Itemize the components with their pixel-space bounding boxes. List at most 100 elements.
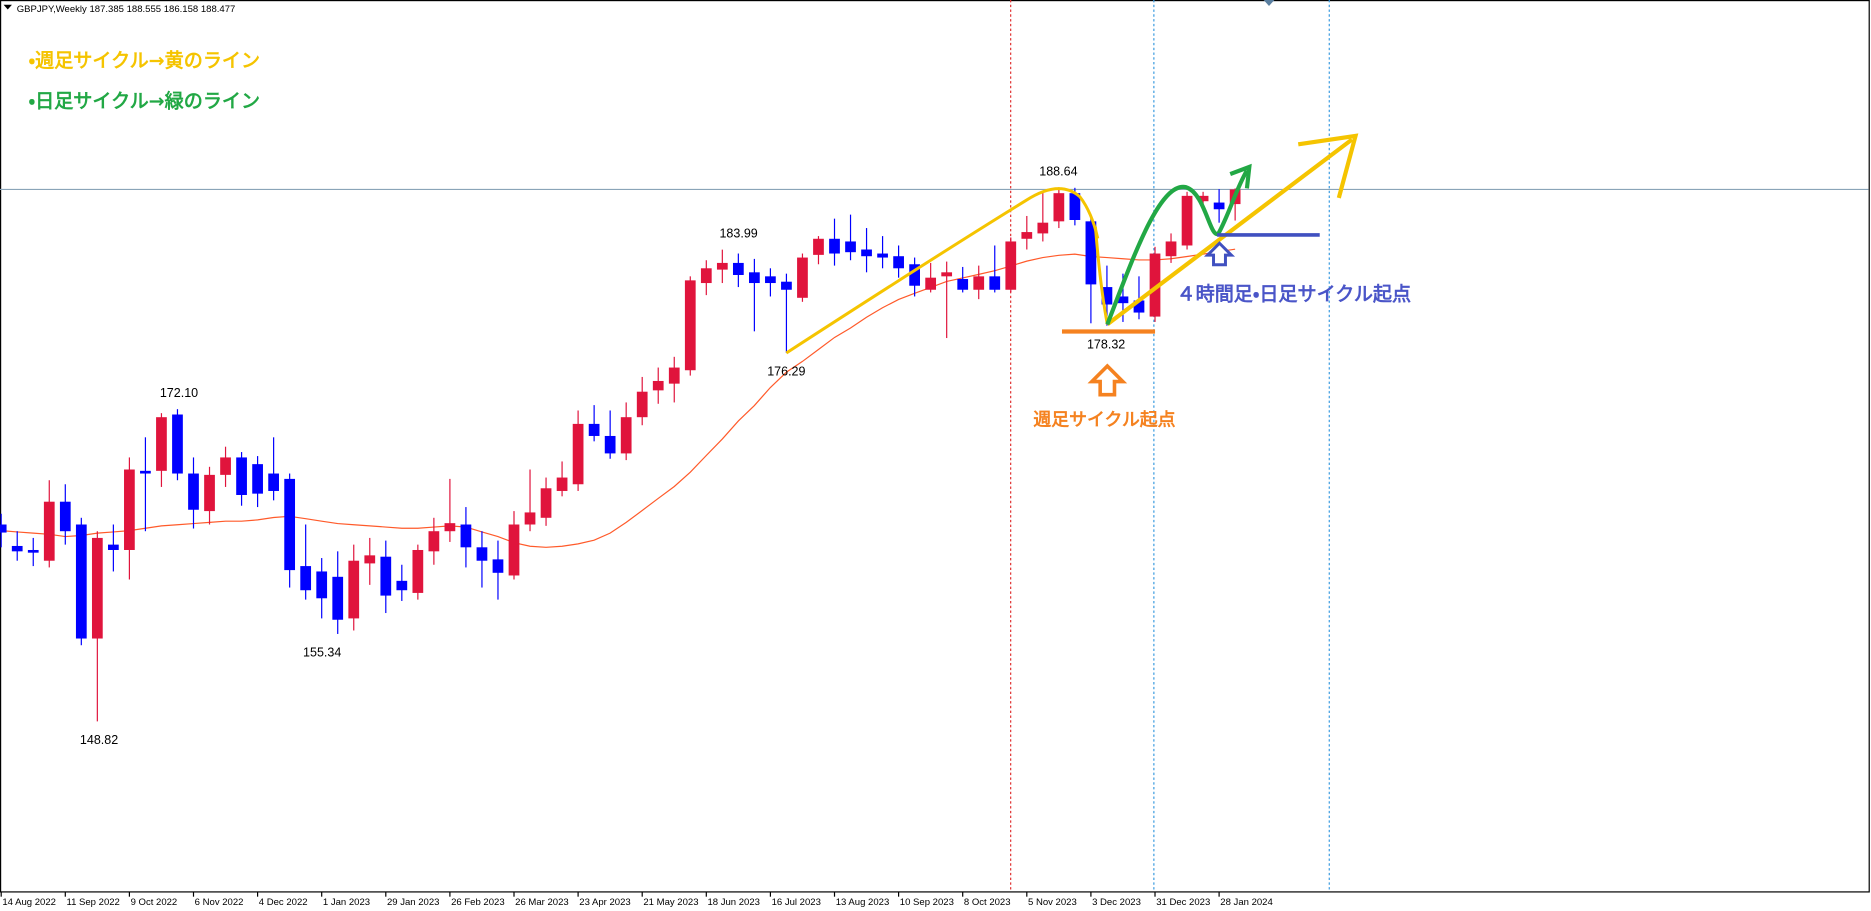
candle-body [380,556,392,596]
x-tick-label: 10 Sep 2023 [900,897,954,908]
candle-body [588,423,600,436]
x-tick-label: 3 Dec 2023 [1092,897,1141,908]
candle-body [204,474,215,512]
daily-cycle-arrowhead [1229,163,1252,189]
candle-body [172,414,183,474]
price-label: 183.99 [719,227,757,241]
price-label: 148.82 [80,733,118,747]
x-tick-label: 13 Aug 2023 [836,897,890,908]
candle-body [1069,193,1081,220]
candle-body [1053,193,1065,222]
candle-body [989,276,1001,290]
x-tick-label: 5 Nov 2023 [1028,897,1077,908]
candle-body [156,417,167,471]
candle-body [91,537,103,639]
price-label: 172.10 [160,386,198,400]
candle-body [732,262,744,275]
low-price: 186.158 [164,4,198,15]
moving-average [1,248,1236,548]
candle-body [188,473,199,510]
x-tick-label: 16 Jul 2023 [772,897,821,908]
candle-body [412,549,424,593]
candle-body [27,549,39,553]
candle-body [1021,232,1033,239]
candle-body [268,473,279,491]
candle-body [348,560,360,619]
menu-icon [3,4,12,10]
daily-legend-note: ・日足サイクル→緑のライン [29,89,260,112]
candle-body [460,524,472,548]
candle-body [444,523,456,532]
candle-body [11,545,23,552]
candle-body [0,524,7,533]
candle-body [1005,241,1017,290]
plot-frame [0,0,1870,893]
weekly-cycle-curve [1093,226,1109,325]
candle-body [316,571,328,599]
candle-body [108,544,119,550]
candle-body [124,469,135,550]
candle-body [893,256,904,269]
candle-body [540,488,552,518]
candle-body [1037,222,1049,234]
candle-body [492,559,504,573]
candle-body [957,279,969,290]
candle-body [829,238,840,254]
candle-body [797,257,808,298]
candle-body [428,531,440,552]
separators [1010,0,1330,892]
shift-marker [1263,0,1275,6]
weekly-cycle-curve [785,187,1100,355]
candle-body [716,262,728,270]
weekly-cycle-arrowhead [1297,133,1359,199]
header: GBPJPY,Weekly 187.385 188.555 186.158 18… [3,4,236,15]
weekly-cycle-arrow [1106,137,1354,326]
x-tick-label: 21 May 2023 [643,897,698,908]
candle-body [973,276,985,290]
price-label: 178.32 [1087,337,1125,351]
price-label: 188.64 [1039,164,1077,178]
candle-body [1181,195,1193,246]
candle-body [75,524,87,639]
x-tick-label: 23 Apr 2023 [579,897,630,908]
candle-body [1085,221,1097,285]
candle-body [43,501,55,561]
candle-body [59,501,71,532]
x-tick-label: 28 Jan 2024 [1220,897,1273,908]
candle-body [284,478,296,571]
candle-body [636,391,648,418]
x-tick-label: 31 Dec 2023 [1156,897,1210,908]
candle-body [524,512,536,525]
symbol: GBPJPY,Weekly [17,4,87,15]
h4-start-arrow [1203,241,1236,267]
x-tick-label: 9 Oct 2022 [131,897,178,908]
candle-body [140,470,151,474]
high-price: 188.555 [127,4,161,15]
candle-body [236,457,247,495]
candle-body [332,576,344,620]
candle-body [813,238,824,255]
candle-body [1213,202,1225,210]
candle-body [652,380,664,391]
candle-body [604,435,616,454]
candle-body [877,253,888,258]
candle-body [909,264,920,286]
series: 14 Aug 2022 11 Sep 2022 9 Oct 2022 6 Nov 20… [0,164,1869,908]
candle-body [1165,241,1177,257]
x-tick-label: 14 Aug 2022 [2,897,56,908]
h4-start-note: ４時間足・日足サイクル起点 [1177,283,1412,305]
weekly-start-note: 週足サイクル起点 [1033,409,1175,431]
x-tick-label: 26 Mar 2023 [515,897,569,908]
open-price: 187.385 [89,4,123,15]
candle-body [749,272,760,284]
candle-body [1149,253,1161,317]
candle-body [508,524,520,576]
candle-body [300,566,312,591]
candle-body [364,555,376,564]
candle-body [556,477,568,491]
candle-body [572,423,584,485]
header-info: GBPJPY,Weekly 187.385 188.555 186.158 18… [17,4,236,15]
candle-body [396,580,408,591]
